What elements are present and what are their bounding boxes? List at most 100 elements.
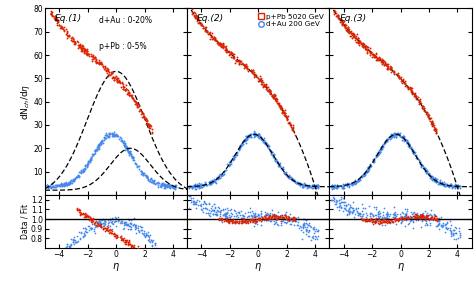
- Point: [430, 123, 438, 127]
- Point: [223, 214, 230, 218]
- Point: [202, 182, 210, 187]
- Point: [279, 215, 286, 219]
- Point: [346, 30, 353, 34]
- Point: [207, 181, 214, 186]
- Point: [216, 216, 223, 221]
- Point: [102, 228, 110, 233]
- Point: [198, 184, 205, 189]
- Point: [140, 114, 147, 118]
- Point: [391, 212, 399, 217]
- Point: [356, 211, 363, 215]
- Point: [412, 218, 419, 222]
- Point: [60, 28, 68, 32]
- Point: [236, 61, 243, 65]
- Point: [154, 182, 162, 187]
- Point: [291, 218, 299, 223]
- Point: [203, 30, 211, 35]
- Point: [281, 113, 289, 117]
- Point: [362, 43, 369, 48]
- Point: [334, 184, 341, 188]
- Point: [142, 172, 150, 177]
- Point: [379, 56, 386, 61]
- Point: [253, 217, 260, 221]
- Point: [333, 184, 340, 188]
- Point: [142, 119, 150, 123]
- Point: [115, 218, 123, 222]
- Point: [280, 220, 288, 224]
- Point: [150, 246, 158, 250]
- Point: [306, 224, 313, 228]
- Point: [47, 265, 55, 270]
- Point: [201, 206, 209, 211]
- Point: [328, 198, 335, 202]
- Point: [270, 94, 278, 98]
- Point: [425, 218, 433, 222]
- Point: [105, 69, 113, 74]
- Point: [262, 141, 270, 146]
- Point: [146, 125, 153, 130]
- Point: [196, 183, 204, 188]
- Point: [304, 233, 312, 238]
- Point: [273, 222, 281, 227]
- Point: [273, 214, 281, 218]
- Point: [66, 180, 73, 184]
- Point: [446, 183, 453, 188]
- Point: [257, 214, 265, 218]
- Point: [252, 132, 260, 137]
- Point: [238, 141, 246, 146]
- Point: [428, 217, 436, 222]
- Point: [140, 116, 148, 120]
- Point: [282, 171, 290, 176]
- Point: [309, 183, 317, 188]
- Point: [383, 63, 391, 68]
- Point: [349, 209, 356, 214]
- Point: [405, 143, 413, 147]
- Point: [90, 221, 98, 225]
- Point: [424, 113, 432, 117]
- Point: [349, 182, 357, 186]
- Point: [250, 219, 257, 223]
- Point: [418, 215, 425, 219]
- Point: [229, 158, 237, 162]
- Point: [257, 212, 264, 216]
- Point: [302, 182, 310, 187]
- Point: [258, 82, 266, 86]
- Point: [340, 23, 348, 28]
- Point: [369, 214, 377, 218]
- Point: [81, 212, 88, 217]
- Point: [277, 223, 285, 228]
- Point: [263, 143, 271, 147]
- Point: [276, 164, 283, 168]
- Point: [402, 137, 410, 142]
- Point: [244, 67, 251, 71]
- Point: [125, 149, 132, 153]
- Point: [114, 234, 121, 239]
- Point: [411, 213, 419, 218]
- Point: [79, 43, 86, 48]
- Point: [165, 184, 173, 188]
- Point: [216, 210, 224, 214]
- Point: [295, 226, 302, 230]
- Point: [226, 219, 233, 223]
- Point: [366, 48, 374, 52]
- Point: [256, 78, 264, 83]
- Point: [422, 212, 429, 217]
- Point: [265, 214, 273, 219]
- Point: [93, 147, 100, 152]
- Point: [109, 132, 117, 136]
- Point: [217, 218, 225, 222]
- Point: [117, 219, 125, 224]
- Point: [310, 231, 318, 235]
- Point: [92, 58, 100, 63]
- Point: [401, 138, 408, 143]
- Point: [410, 151, 418, 156]
- Point: [233, 219, 241, 224]
- Point: [379, 61, 387, 66]
- Point: [409, 149, 417, 153]
- Point: [237, 221, 245, 225]
- Point: [430, 177, 438, 181]
- Point: [380, 144, 387, 149]
- Point: [133, 105, 141, 109]
- Point: [51, 17, 59, 22]
- Point: [136, 248, 144, 252]
